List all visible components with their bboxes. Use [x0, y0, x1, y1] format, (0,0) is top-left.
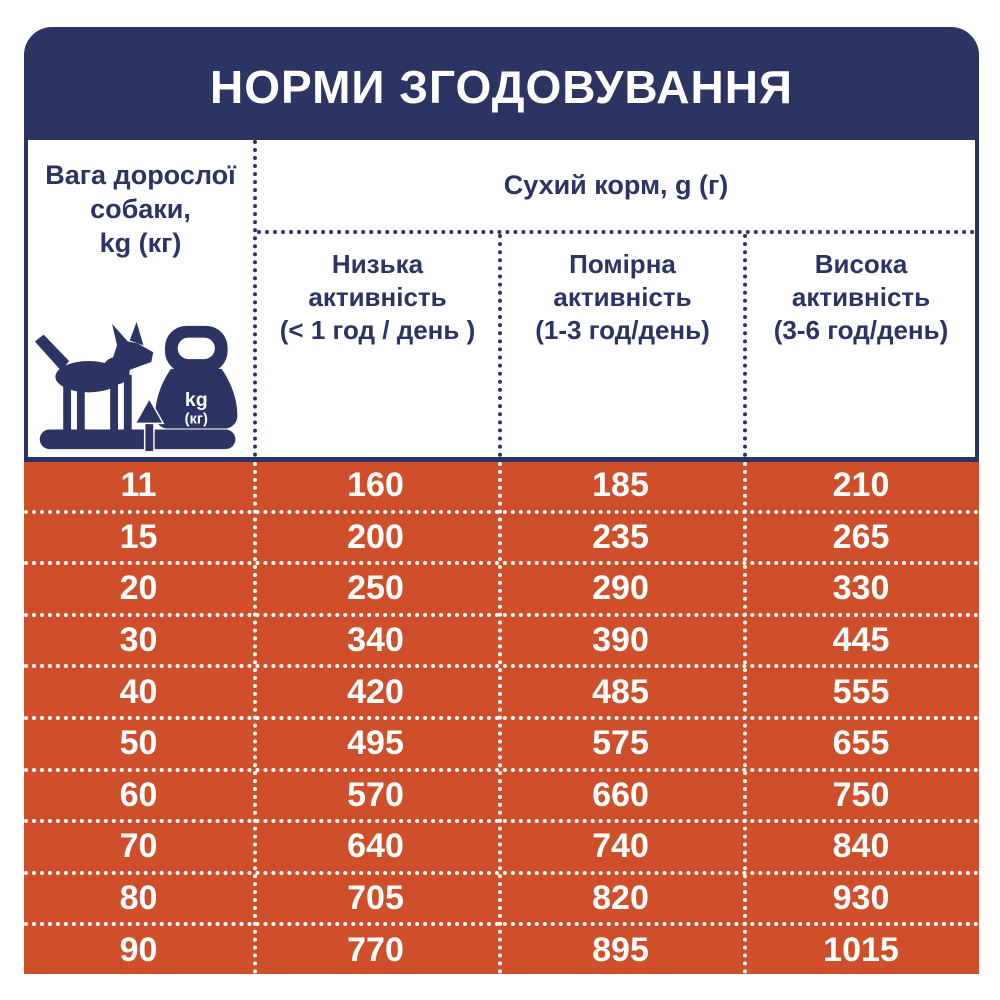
high-activity-cell: 330	[832, 569, 890, 608]
weight-label-line2: собаки,	[90, 194, 191, 224]
moderate-activity-cell: 390	[592, 621, 649, 660]
column-header-low-activity: Низька активність (< 1 год / день )	[257, 234, 498, 457]
high-activity-cell: 840	[832, 827, 890, 866]
low-activity-cell: 420	[347, 672, 404, 711]
high-activity-cell: 930	[832, 879, 890, 918]
dry-food-group-label: Сухий корм, g (г)	[257, 140, 975, 234]
low-activity-cell: 200	[347, 517, 404, 556]
low-activity-cell: 250	[347, 569, 404, 608]
weight-cell: 80	[119, 879, 158, 918]
low-activity-cell: 770	[347, 930, 404, 969]
moderate-activity-cell: 895	[592, 930, 649, 969]
kettlebell-kg-cyrillic-label: (кг)	[185, 412, 208, 428]
high-activity-line1: Висока	[814, 249, 908, 279]
weight-cell: 50	[119, 724, 158, 763]
table-body: 11 160 185 210 15 200 235 265 20 250 290…	[24, 462, 979, 974]
high-activity-cell: 265	[832, 517, 890, 556]
low-activity-line3: (< 1 год / день )	[279, 315, 476, 345]
column-header-moderate-activity: Помірна активність (1-3 год/день)	[498, 234, 743, 457]
low-activity-cell: 640	[347, 827, 404, 866]
activity-headers: Низька активність (< 1 год / день ) Помі…	[257, 234, 975, 457]
moderate-activity-cell: 235	[592, 517, 649, 556]
table-row: 11 160 185 210	[24, 462, 979, 510]
kettlebell-kg-label: kg	[185, 389, 208, 411]
low-activity-line1: Низька	[331, 249, 424, 279]
weight-cell: 20	[119, 569, 158, 608]
moderate-activity-line2: активність	[553, 282, 692, 312]
weight-cell: 30	[119, 621, 158, 660]
moderate-activity-cell: 740	[592, 827, 649, 866]
moderate-activity-line1: Помірна	[569, 249, 676, 279]
scale-bar	[39, 429, 236, 450]
low-activity-cell: 340	[347, 621, 404, 660]
moderate-activity-line3: (1-3 год/день)	[535, 315, 710, 345]
table-header: Вага дорослої собаки, kg (кг)	[24, 140, 979, 462]
weight-cell: 15	[119, 517, 158, 556]
dog-icon	[34, 321, 154, 431]
feeding-table-card: НОРМИ ЗГОДОВУВАННЯ Вага дорослої собаки,…	[24, 27, 979, 974]
high-activity-cell: 655	[832, 724, 890, 763]
moderate-activity-cell: 290	[592, 569, 649, 608]
weight-cell: 90	[119, 930, 158, 969]
high-activity-cell: 1015	[823, 930, 899, 969]
high-activity-cell: 555	[832, 672, 890, 711]
dry-food-header-group: Сухий корм, g (г) Низька активність (< 1…	[257, 140, 975, 457]
weight-cell: 11	[120, 466, 157, 505]
weight-column-label: Вага дорослої собаки, kg (кг)	[28, 158, 253, 260]
low-activity-cell: 570	[347, 775, 404, 814]
moderate-activity-cell: 185	[592, 466, 649, 505]
weight-cell: 70	[119, 827, 158, 866]
high-activity-cell: 445	[832, 621, 890, 660]
weight-label-line1: Вага дорослої	[45, 160, 236, 190]
arrow-up-icon	[134, 397, 165, 453]
weight-cell: 40	[119, 672, 158, 711]
column-header-high-activity: Висока активність (3-6 год/день)	[743, 234, 975, 457]
high-activity-cell: 750	[832, 775, 890, 814]
high-activity-line2: активність	[791, 282, 931, 312]
weight-label-line3: kg (кг)	[99, 228, 182, 258]
high-activity-cell: 210	[832, 466, 890, 505]
low-activity-cell: 705	[347, 879, 404, 918]
column-separator	[743, 462, 747, 974]
high-activity-line3: (3-6 год/день)	[773, 315, 949, 345]
kettlebell-icon: kg (кг)	[155, 325, 238, 429]
moderate-activity-cell: 660	[592, 775, 649, 814]
column-separator	[498, 462, 502, 974]
moderate-activity-cell: 575	[592, 724, 649, 763]
low-activity-cell: 495	[347, 724, 404, 763]
page-title: НОРМИ ЗГОДОВУВАННЯ	[210, 60, 793, 113]
low-activity-line2: активність	[308, 282, 447, 312]
weight-cell: 60	[119, 775, 158, 814]
moderate-activity-cell: 820	[592, 879, 649, 918]
weight-column-header: Вага дорослої собаки, kg (кг)	[28, 140, 257, 457]
low-activity-cell: 160	[347, 466, 404, 505]
title-band: НОРМИ ЗГОДОВУВАННЯ	[24, 27, 979, 140]
dog-weight-scale-icon: kg (кг)	[34, 321, 238, 453]
column-separator	[253, 462, 257, 974]
moderate-activity-cell: 485	[592, 672, 649, 711]
